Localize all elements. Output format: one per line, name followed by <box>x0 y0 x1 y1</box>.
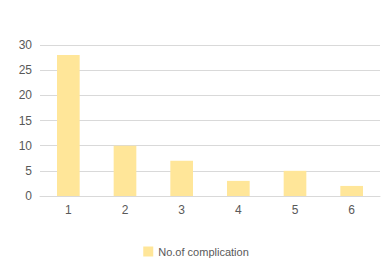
svg-text:20: 20 <box>19 88 33 102</box>
svg-text:1: 1 <box>65 203 72 217</box>
svg-text:No.of complication: No.of complication <box>158 246 249 258</box>
svg-text:10: 10 <box>19 139 33 153</box>
svg-text:0: 0 <box>25 189 32 203</box>
svg-text:3: 3 <box>178 203 185 217</box>
svg-text:5: 5 <box>292 203 299 217</box>
svg-text:6: 6 <box>348 203 355 217</box>
svg-text:25: 25 <box>19 63 33 77</box>
svg-text:15: 15 <box>19 114 33 128</box>
svg-text:4: 4 <box>235 203 242 217</box>
svg-text:2: 2 <box>122 203 129 217</box>
svg-text:5: 5 <box>25 164 32 178</box>
svg-text:30: 30 <box>19 38 33 52</box>
